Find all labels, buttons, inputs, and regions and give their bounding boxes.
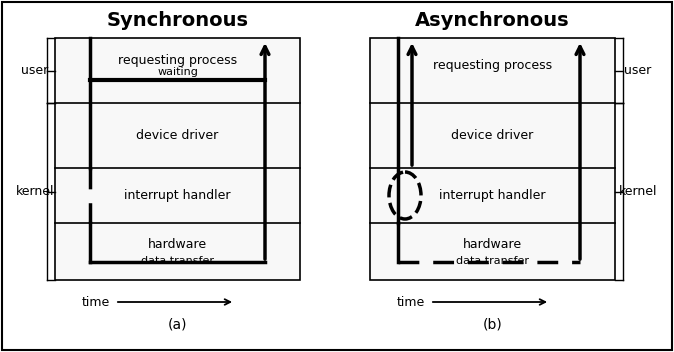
Text: interrupt handler: interrupt handler xyxy=(439,189,546,202)
Text: requesting process: requesting process xyxy=(118,54,237,67)
Text: hardware: hardware xyxy=(463,238,522,251)
Text: data transfer: data transfer xyxy=(456,257,529,266)
Text: hardware: hardware xyxy=(148,238,207,251)
Text: interrupt handler: interrupt handler xyxy=(124,189,231,202)
Ellipse shape xyxy=(389,172,421,219)
Text: time: time xyxy=(82,295,110,308)
Bar xyxy=(55,38,300,280)
Text: waiting: waiting xyxy=(157,67,198,77)
Text: device driver: device driver xyxy=(452,129,534,142)
Text: Asynchronous: Asynchronous xyxy=(415,11,570,30)
Text: user: user xyxy=(22,64,49,77)
Text: (b): (b) xyxy=(483,318,502,332)
Text: device driver: device driver xyxy=(136,129,218,142)
Text: time: time xyxy=(397,295,425,308)
Text: Synchronous: Synchronous xyxy=(106,11,249,30)
Text: kernel: kernel xyxy=(619,185,657,198)
Text: user: user xyxy=(624,64,652,77)
Text: data transfer: data transfer xyxy=(141,257,214,266)
Text: kernel: kernel xyxy=(16,185,54,198)
Text: (a): (a) xyxy=(168,318,187,332)
Text: requesting process: requesting process xyxy=(433,59,552,72)
Bar xyxy=(370,38,615,280)
